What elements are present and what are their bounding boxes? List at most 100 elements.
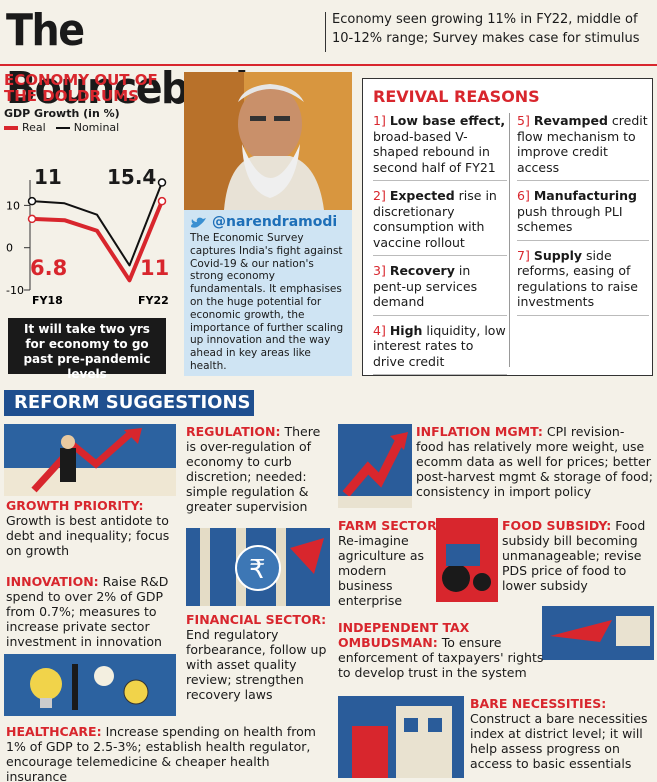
revival-item-text: liquidity, low interest rates to drive c… xyxy=(373,322,506,369)
farm-illustration xyxy=(436,518,498,602)
innovation-body: Raise R&D spend to over 2% of GDP from 0… xyxy=(6,574,169,649)
series-point xyxy=(157,196,167,206)
header-subtitle: Economy seen growing 11% in FY22, middle… xyxy=(332,12,640,46)
financial-illustration: ₹ xyxy=(186,528,330,606)
revival-item-text: credit flow mechanism to improve credit … xyxy=(517,113,648,175)
revival-item-bold: Manufacturing xyxy=(533,188,637,203)
revival-item-bold: Low base effect, xyxy=(389,113,506,128)
healthcare-body: Increase spending on health from 1% of G… xyxy=(6,724,316,782)
y-tick-label: 0 xyxy=(6,242,13,255)
revival-panel: REVIVAL REASONS 1] Low base effect, broa… xyxy=(362,78,653,376)
series-point xyxy=(157,178,167,187)
revival-item: 2] Expected rise in discretionary consum… xyxy=(373,188,507,256)
economy-panel: ECONOMY OUT OF THE DOLDRUMS GDP Growth (… xyxy=(4,72,174,378)
revival-item: 5] Revamped credit flow mechanism to imp… xyxy=(517,113,649,181)
series-line-real xyxy=(31,200,164,283)
header-rule xyxy=(0,64,657,66)
inflation-head: INFLATION MGMT: xyxy=(416,424,543,439)
farm-head: FARM SECTOR: xyxy=(338,518,442,533)
farm-text: FARM SECTOR: Re-imagine agriculture as m… xyxy=(338,518,444,608)
food-body: Food subsidy bill becoming unmanageable;… xyxy=(502,518,646,593)
financial-body: End regulatory forbearance, follow up wi… xyxy=(186,627,327,702)
healthcare-head: HEALTHCARE: xyxy=(6,724,102,739)
bare-head: BARE NECESSITIES: xyxy=(470,696,607,711)
growth-text: GROWTH PRIORITY: Growth is best antidote… xyxy=(6,498,176,558)
financial-head: FINANCIAL SECTOR: xyxy=(186,612,327,627)
revival-item-number: 4] xyxy=(373,322,386,338)
revival-item-text: side reforms, easing of regulations to r… xyxy=(517,247,638,310)
innovation-head: INNOVATION: xyxy=(6,574,99,589)
food-head: FOOD SUBSIDY: xyxy=(502,518,612,533)
revival-item-text: broad-based V-shaped rebound in second h… xyxy=(373,128,496,175)
reform-bar: REFORM SUGGESTIONS xyxy=(4,390,254,416)
label-real-fy22: 11 xyxy=(140,256,170,280)
economy-title: ECONOMY OUT OF THE DOLDRUMS xyxy=(4,71,158,105)
revival-item-number: 3] xyxy=(373,263,386,278)
revival-item-number: 1] xyxy=(373,113,386,128)
revival-item-text: rise in discretionary consumption with v… xyxy=(373,188,497,250)
y-tick-label: 10 xyxy=(6,199,20,212)
revival-item-bold: Revamped xyxy=(533,113,608,128)
tax-head: INDEPENDENT TAX OMBUDSMAN: xyxy=(338,620,470,650)
revival-item: 6] Manufacturing push through PLI scheme… xyxy=(517,188,649,241)
series-point xyxy=(27,214,37,224)
inflation-body: CPI revision- food has relatively more w… xyxy=(416,424,653,499)
innovation-text: INNOVATION: Raise R&D spend to over 2% o… xyxy=(6,574,178,649)
tax-illustration xyxy=(542,606,654,660)
inflation-text: INFLATION MGMT: CPI revision- food has r… xyxy=(416,424,654,499)
svg-text:₹: ₹ xyxy=(249,555,266,585)
revival-title: REVIVAL REASONS xyxy=(373,87,540,106)
economy-caption: It will take two yrs for economy to go p… xyxy=(8,318,166,381)
revival-item: 4] High liquidity, low interest rates to… xyxy=(373,322,507,375)
bird-icon xyxy=(190,215,208,229)
revival-item-text: push through PLI schemes xyxy=(517,203,623,235)
revival-item-number: 7] xyxy=(517,247,530,263)
growth-illustration xyxy=(4,424,176,496)
modi-photo xyxy=(184,72,352,210)
x-tick-label: FY22 xyxy=(138,294,169,307)
farm-body: Re-imagine agriculture as modern busines… xyxy=(338,533,424,608)
twitter-handle: @narendramodi xyxy=(212,214,338,230)
revival-item-bold: Expected xyxy=(389,188,455,203)
revival-item: 7] Supply side reforms, easing of regula… xyxy=(517,248,649,316)
series-line-nominal xyxy=(31,182,163,267)
quote-box: @narendramodi The Economic Survey captur… xyxy=(184,210,352,376)
regulation-text: REGULATION: There is over-regulation of … xyxy=(186,424,330,514)
chart-legend: Real Nominal xyxy=(4,121,174,134)
revival-item-text: in pent-up services demand xyxy=(373,263,478,309)
legend-nominal: Nominal xyxy=(73,121,120,134)
label-nominal-fy22: 15.4 xyxy=(107,165,157,189)
label-nominal-fy18: 11 xyxy=(34,165,62,189)
tax-body: To ensure enforcement of taxpayers' righ… xyxy=(338,635,544,680)
legend-real-swatch xyxy=(4,125,18,130)
food-text: FOOD SUBSIDY: Food subsidy bill becoming… xyxy=(502,518,654,593)
revival-item-bold: Recovery xyxy=(389,263,455,278)
revival-item-number: 6] xyxy=(517,188,530,203)
legend-real: Real xyxy=(22,121,46,134)
revival-item-number: 5] xyxy=(517,113,530,128)
header-divider xyxy=(325,12,326,52)
growth-label: GDP Growth (in %) xyxy=(4,107,120,120)
bare-text: BARE NECESSITIES: Construct a bare neces… xyxy=(470,696,654,771)
inflation-illustration xyxy=(338,424,412,508)
legend-nominal-swatch xyxy=(55,126,70,129)
revival-item: 1] Low base effect, broad-based V-shaped… xyxy=(373,113,507,181)
bare-illustration xyxy=(338,696,464,778)
healthcare-text: HEALTHCARE: Increase spending on health … xyxy=(6,724,332,782)
growth-head: GROWTH PRIORITY: xyxy=(6,498,144,513)
portrait-illustration xyxy=(184,72,352,210)
quote-text: The Economic Survey captures India's fig… xyxy=(190,232,344,372)
page-title: The Bounceback xyxy=(6,5,261,114)
x-tick-label: FY18 xyxy=(32,294,63,307)
bare-body: Construct a bare necessities index at di… xyxy=(470,711,648,771)
revival-divider xyxy=(509,113,510,367)
regulation-body: There is over-regulation of economy to c… xyxy=(186,424,321,514)
y-tick-label: -10 xyxy=(6,284,24,297)
label-real-fy18: 6.8 xyxy=(30,256,68,280)
revival-item-number: 2] xyxy=(373,188,386,203)
revival-item-bold: High xyxy=(389,322,423,338)
series-point xyxy=(27,196,37,206)
revival-item: 3] Recovery in pent-up services demand xyxy=(373,263,507,316)
gdp-chart: 10 0 -10 FY18 FY22 xyxy=(6,178,169,307)
innovation-illustration xyxy=(4,654,176,716)
